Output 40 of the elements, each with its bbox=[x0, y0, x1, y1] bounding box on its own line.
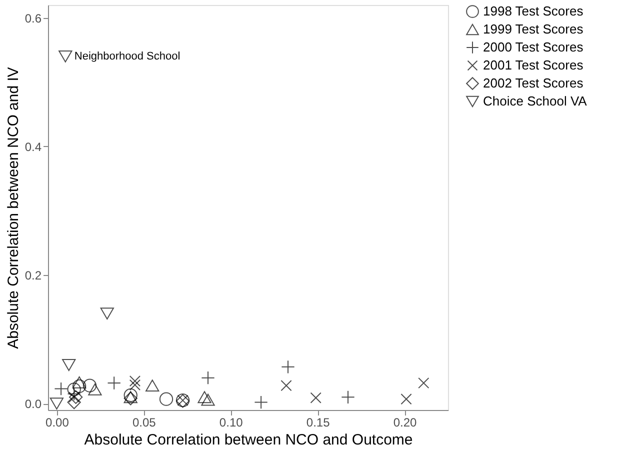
point bbox=[400, 394, 412, 405]
y-axis-title: Absolute Correlation between NCO and IV bbox=[4, 67, 22, 349]
y-tick-label: 0.0 bbox=[24, 397, 42, 412]
y-tick-label: 0.4 bbox=[24, 140, 42, 154]
legend-label: 2001 Test Scores bbox=[483, 58, 584, 72]
point bbox=[146, 380, 160, 392]
point bbox=[58, 50, 72, 62]
point bbox=[310, 392, 322, 404]
point bbox=[201, 394, 215, 406]
y-tick-label: 0.2 bbox=[24, 268, 42, 282]
point bbox=[50, 398, 64, 410]
point bbox=[129, 376, 141, 387]
legend-label: 2000 Test Scores bbox=[483, 40, 584, 54]
point bbox=[129, 379, 141, 390]
x-tick-label: 0.10 bbox=[219, 416, 244, 430]
point bbox=[100, 308, 114, 320]
point bbox=[82, 378, 97, 392]
point bbox=[254, 395, 268, 410]
point bbox=[72, 379, 86, 394]
point bbox=[67, 395, 81, 410]
point bbox=[72, 376, 86, 388]
x-tick-label: 0.20 bbox=[393, 416, 418, 430]
x-tick-label: 0.15 bbox=[306, 416, 330, 430]
x-tick-label: 0.00 bbox=[46, 416, 70, 430]
x-axis-title: Absolute Correlation between NCO and Outcome bbox=[84, 432, 413, 448]
point bbox=[62, 359, 76, 371]
point bbox=[198, 391, 212, 404]
legend-label: 1998 Test Scores bbox=[483, 4, 584, 18]
point bbox=[418, 377, 430, 389]
legend-label: 1999 Test Scores bbox=[483, 22, 584, 36]
legend-label: 2002 Test Scores bbox=[483, 76, 584, 90]
x-tick-label: 0.05 bbox=[132, 416, 156, 430]
legend-label: Choice School VA bbox=[483, 94, 588, 108]
annotation: Neighborhood School bbox=[74, 50, 180, 62]
point bbox=[159, 392, 174, 406]
point bbox=[124, 388, 138, 402]
point bbox=[54, 382, 68, 396]
y-tick-label: 0.6 bbox=[24, 11, 42, 26]
point bbox=[280, 380, 292, 392]
point bbox=[88, 383, 102, 396]
